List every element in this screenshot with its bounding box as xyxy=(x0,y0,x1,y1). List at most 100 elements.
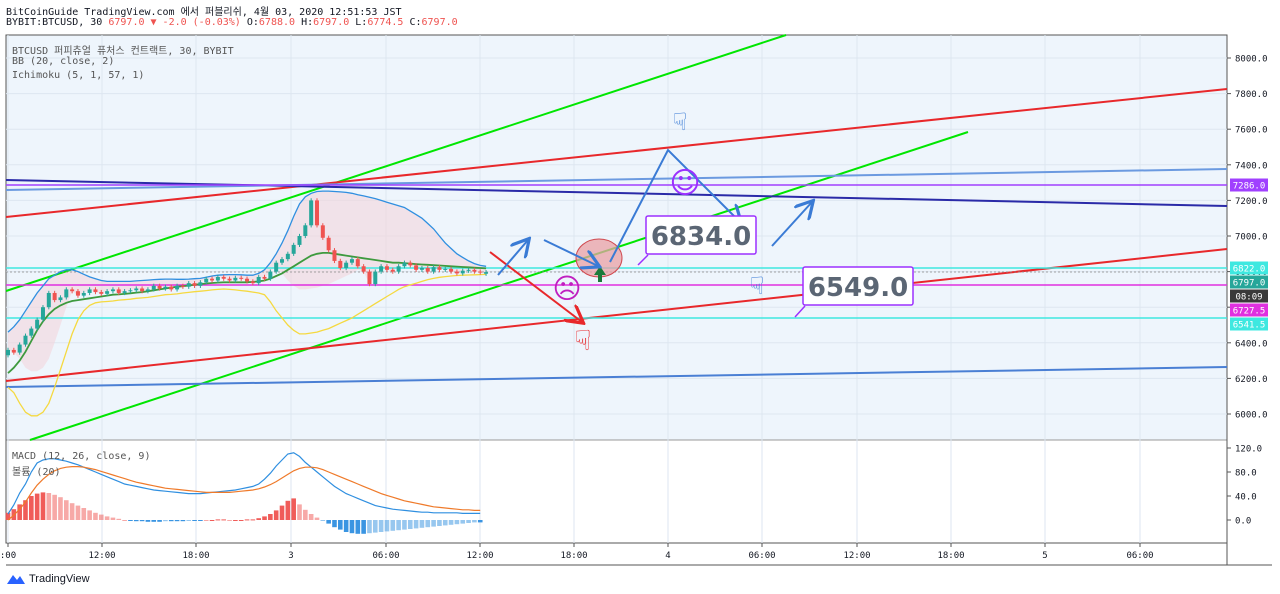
macd-bar xyxy=(390,520,396,531)
macd-bar xyxy=(384,520,390,532)
blue-arrow-3 xyxy=(771,202,812,247)
macd-bar xyxy=(157,520,162,522)
candle-body xyxy=(466,269,471,271)
macd-bar xyxy=(233,520,238,521)
candle-body xyxy=(163,286,168,289)
candle-body xyxy=(116,289,121,293)
tradingview-brand[interactable]: TradingView xyxy=(6,572,90,585)
macd-bar xyxy=(133,520,139,522)
macd-bar xyxy=(291,498,296,520)
price-label: 6797.0 xyxy=(1233,279,1266,289)
blue-support xyxy=(5,366,1228,388)
macd-bar xyxy=(326,520,331,524)
price-label-bg xyxy=(1230,289,1268,303)
low-label: L: xyxy=(355,17,368,28)
close-value: 6797.0 xyxy=(421,17,458,28)
time-tick-label: 18:00 xyxy=(937,551,964,561)
candle-body xyxy=(93,289,98,293)
candle-body xyxy=(192,283,197,286)
bb-lower-line xyxy=(7,273,487,417)
candle-body xyxy=(250,281,255,284)
macd-bar xyxy=(297,504,302,520)
callout-pointer-1 xyxy=(637,254,649,266)
up-arrow-icon xyxy=(594,266,606,282)
macd-bar xyxy=(303,509,308,520)
candle-body xyxy=(285,253,290,260)
hand-pointer-down-icon: ☟ xyxy=(673,108,688,136)
candle-body xyxy=(484,272,489,274)
time-axis: :00 12:00 18:00 3 06:00 12:00 18:00 4 06:00 12:00… xyxy=(0,543,1154,561)
candle-body xyxy=(17,344,22,353)
macd-bar xyxy=(163,520,168,522)
macd-bar xyxy=(285,500,291,520)
main-pane-bg xyxy=(6,35,1227,440)
open-label: O: xyxy=(246,17,259,28)
macd-bar xyxy=(98,514,104,520)
macd-bar xyxy=(52,494,57,520)
candle-body xyxy=(326,237,331,251)
time-tick-label: 4 xyxy=(665,551,670,561)
price-tick-label: 7800.0 xyxy=(1235,90,1268,100)
macd-bar xyxy=(372,520,378,533)
macd-bar xyxy=(238,520,244,521)
price-labels: 7286.0 6822.0 6797.0 08:09 6727.5 6541.5 xyxy=(1230,178,1268,331)
macd-tick-label: 80.0 xyxy=(1235,469,1257,479)
macd-bar xyxy=(81,508,87,520)
candle-body xyxy=(320,225,325,238)
macd-bar xyxy=(419,520,425,528)
close-label: C: xyxy=(409,17,422,28)
candle-body xyxy=(274,262,279,272)
macd-bar xyxy=(338,520,343,530)
macd-bar xyxy=(5,512,11,520)
macd-bar xyxy=(17,504,22,520)
candle-body xyxy=(349,259,354,263)
candle-body xyxy=(87,289,92,293)
macd-bar xyxy=(46,493,52,520)
candle-body xyxy=(449,268,454,272)
price-label-bg xyxy=(1230,317,1268,331)
macd-bar xyxy=(198,520,203,521)
candle-body xyxy=(437,267,442,270)
macd-bar xyxy=(437,520,442,526)
macd-bar xyxy=(139,520,145,522)
time-tick-label: :00 xyxy=(0,551,16,561)
time-tick-label: 5 xyxy=(1042,551,1047,561)
candle-body xyxy=(361,266,366,272)
hand-pointer-red-icon: ☟ xyxy=(574,324,591,357)
time-tick-label: 06:00 xyxy=(748,551,775,561)
candle-body xyxy=(332,250,337,261)
macd-bar xyxy=(58,497,63,520)
macd-bar xyxy=(122,520,127,521)
candle-body xyxy=(239,277,244,279)
time-tick-label: 12:00 xyxy=(88,551,115,561)
macd-bar xyxy=(64,500,69,520)
volume-legend: 볼륨 (20) xyxy=(12,467,61,478)
macd-bar xyxy=(215,519,221,521)
macd-tick-label: 120.0 xyxy=(1235,445,1262,455)
frown-icon: ☹ xyxy=(552,272,581,305)
red-channel-lower xyxy=(5,248,1228,382)
price-label: 7286.0 xyxy=(1233,182,1266,192)
macd-pane xyxy=(5,452,483,534)
blue-peak-path xyxy=(609,148,740,263)
candle-body xyxy=(145,289,150,292)
price-label-bg xyxy=(1230,303,1268,317)
candle-body xyxy=(35,319,40,329)
bb-upper-line xyxy=(7,190,487,333)
macd-bar xyxy=(75,505,81,520)
candle-body xyxy=(344,262,349,269)
time-tick-label: 3 xyxy=(288,551,293,561)
candle-body xyxy=(256,276,261,284)
callout-text-6549: 6549.0 xyxy=(808,273,908,303)
high-label: H: xyxy=(301,17,314,28)
price-tick-label: 7200.0 xyxy=(1235,197,1268,207)
red-down-arrow xyxy=(489,251,582,322)
time-tick-label: 06:00 xyxy=(372,551,399,561)
blue-arrow-2 xyxy=(543,239,598,266)
candle-body xyxy=(151,285,156,290)
candle-body xyxy=(367,271,372,285)
candle-body xyxy=(198,282,203,286)
price-label: 6541.5 xyxy=(1233,321,1266,331)
candle-body xyxy=(52,292,57,301)
